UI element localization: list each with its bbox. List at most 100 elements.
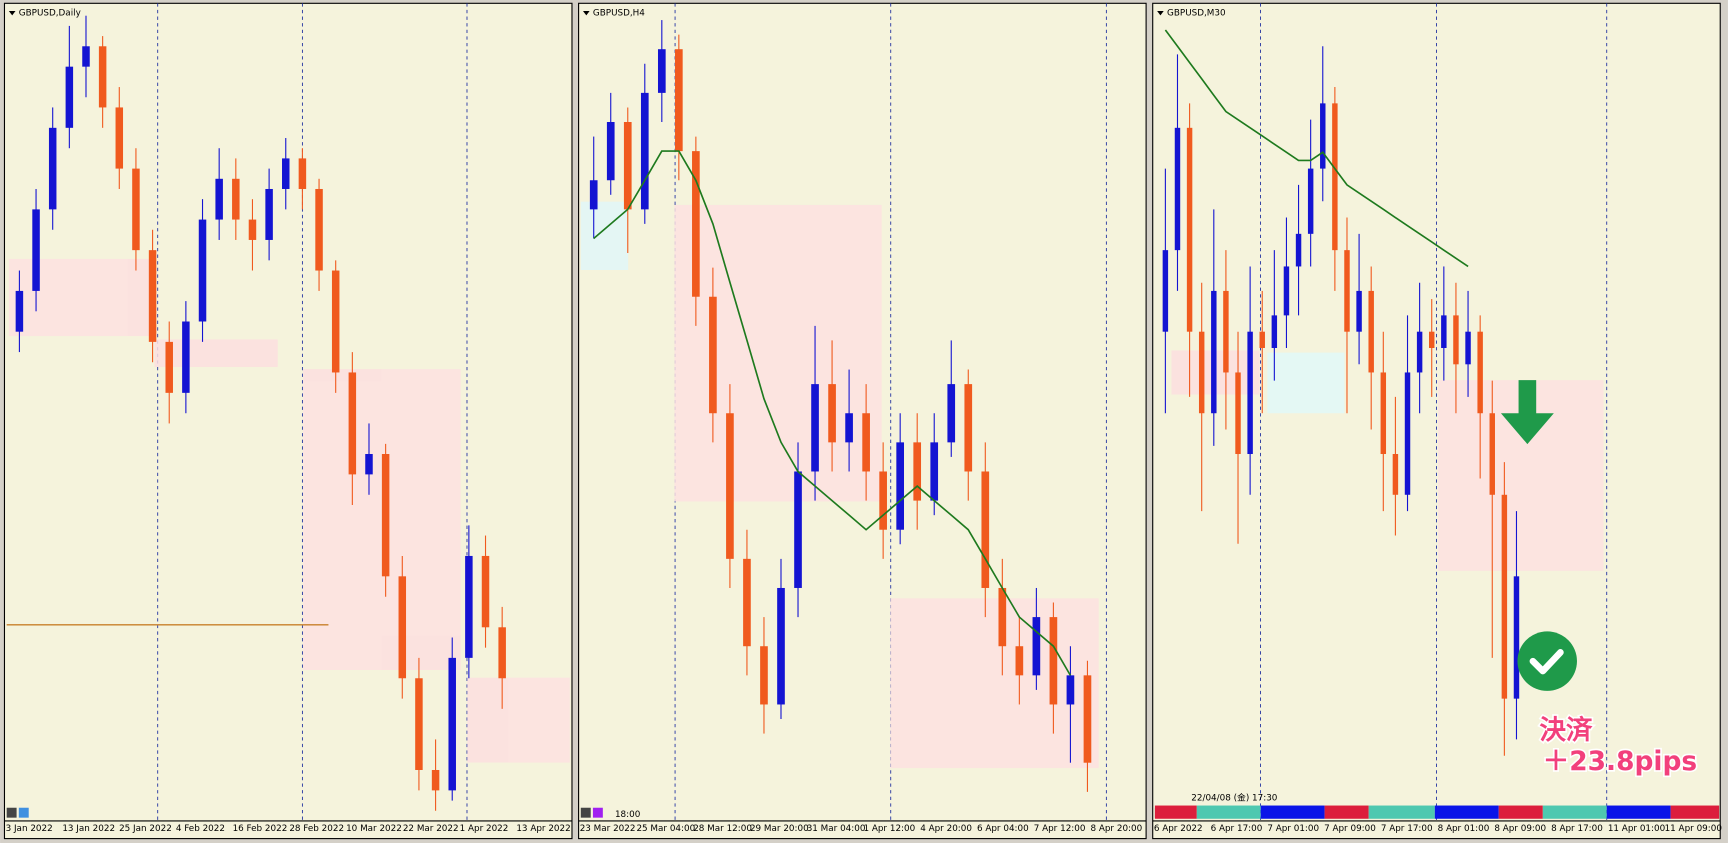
candle-body <box>1356 290 1362 332</box>
candle-body <box>606 122 615 181</box>
annotation-line2: ＋23.8pips <box>1543 746 1697 777</box>
title-arrow <box>583 11 590 16</box>
candle-body <box>1271 315 1278 348</box>
zone <box>890 598 1099 769</box>
annotation-line1: 決済 <box>1540 715 1593 746</box>
zone <box>8 258 155 337</box>
candle-body <box>1392 454 1399 495</box>
candle-body <box>1211 290 1217 414</box>
x-axis-label: 1 Apr 12:00 <box>863 824 915 834</box>
x-axis-label: 8 Apr 01:00 <box>1438 824 1490 834</box>
candle-body <box>862 413 870 472</box>
candle-body <box>481 555 490 628</box>
candle-body <box>1307 168 1314 234</box>
candle-body <box>98 46 107 108</box>
candle-body <box>331 270 340 373</box>
x-axis-label: 3 Jan 2022 <box>6 824 53 834</box>
x-axis-label: 7 Apr 12:00 <box>1034 824 1086 834</box>
x-axis-label: 6 Apr 2022 <box>1154 824 1203 834</box>
moving-average <box>593 150 1072 676</box>
x-axis-label: 7 Apr 17:00 <box>1381 824 1433 834</box>
candle-body <box>65 66 74 128</box>
strip-block <box>1260 805 1325 819</box>
candle-body <box>265 188 273 240</box>
marks <box>15 15 1520 811</box>
candle-body <box>1049 617 1058 705</box>
strip-block <box>1196 805 1261 819</box>
strip-block <box>1324 805 1369 819</box>
candle-body <box>498 627 506 679</box>
zone <box>303 369 461 670</box>
zone <box>154 339 278 367</box>
candle-body <box>623 122 632 210</box>
candle-body <box>811 384 819 472</box>
candle-body <box>15 290 24 332</box>
x-axis-label: 7 Apr 01:00 <box>1267 824 1319 834</box>
candle-body <box>1404 372 1411 495</box>
x-axis-label: 13 Jan 2022 <box>62 824 115 834</box>
candle-body <box>794 471 802 588</box>
candle-body <box>1489 413 1495 495</box>
candle-body <box>828 384 836 443</box>
candle-body <box>657 49 666 93</box>
candle-body <box>1066 675 1075 705</box>
strip-block <box>1670 805 1720 819</box>
x-axis-label: 28 Mar 12:00 <box>693 824 752 834</box>
x-axis-label: 11 Apr 09:00 <box>1665 824 1723 834</box>
candle-body <box>692 151 700 297</box>
candle-body <box>709 296 717 414</box>
candle-body <box>232 178 240 220</box>
chart-title: GBPUSD,M30 <box>1167 9 1226 19</box>
candle-body <box>930 442 939 501</box>
candle-body <box>1247 331 1253 455</box>
candle-body <box>1283 266 1290 316</box>
x-axis-label: 8 Apr 20:00 <box>1090 824 1142 834</box>
candle-body <box>165 341 173 393</box>
x-axis-label: 29 Mar 20:00 <box>750 824 809 834</box>
x-axis-label: 10 Mar 2022 <box>346 824 402 834</box>
candle-body <box>48 127 57 210</box>
candle-body <box>132 168 140 251</box>
x-axis-label: 1 Apr 2022 <box>460 824 509 834</box>
x-axis-label: 22 Mar 2022 <box>403 824 459 834</box>
candle-body <box>675 49 683 152</box>
candle-body <box>1332 103 1338 251</box>
candle-body <box>777 587 785 705</box>
x-axis-label: 25 Mar 04:00 <box>636 824 695 834</box>
candle-body <box>198 219 207 322</box>
candle-body <box>348 372 357 475</box>
candle-body <box>1501 494 1508 699</box>
strip-block <box>1154 805 1197 819</box>
candle-body <box>398 576 407 679</box>
candle-body <box>998 587 1007 647</box>
candle-body <box>640 92 649 210</box>
x-axis-label: 16 Feb 2022 <box>233 824 288 834</box>
candle-body <box>82 46 90 67</box>
strip-block <box>1542 805 1607 819</box>
candle-body <box>32 209 40 291</box>
x-axis-label: 7 Apr 09:00 <box>1324 824 1376 834</box>
candle-body <box>182 321 190 393</box>
candle-body <box>1223 290 1229 373</box>
zone <box>467 677 570 763</box>
toolbar-icon <box>592 807 603 818</box>
candle-body <box>365 454 373 475</box>
candle-body <box>1416 331 1423 373</box>
x-axis-label: 6 Apr 17:00 <box>1211 824 1263 834</box>
time-label: 22/04/08 (金) 17:30 <box>1191 791 1278 803</box>
x-axis-label: 23 Mar 2022 <box>580 824 636 834</box>
candle-body <box>1032 617 1041 676</box>
moving-average <box>1164 29 1469 268</box>
session-strip <box>1154 805 1720 819</box>
candle-body <box>947 384 956 443</box>
time-label: 18:00 <box>615 810 641 820</box>
check-icon <box>1517 631 1577 691</box>
chart-title: GBPUSD,H4 <box>593 9 645 19</box>
title-arrow <box>8 11 16 16</box>
candle-body <box>1186 127 1193 332</box>
candle-body <box>115 107 124 169</box>
candle-body <box>1174 127 1181 251</box>
x-axis-label: 8 Apr 09:00 <box>1494 824 1546 834</box>
candle-body <box>248 219 257 240</box>
